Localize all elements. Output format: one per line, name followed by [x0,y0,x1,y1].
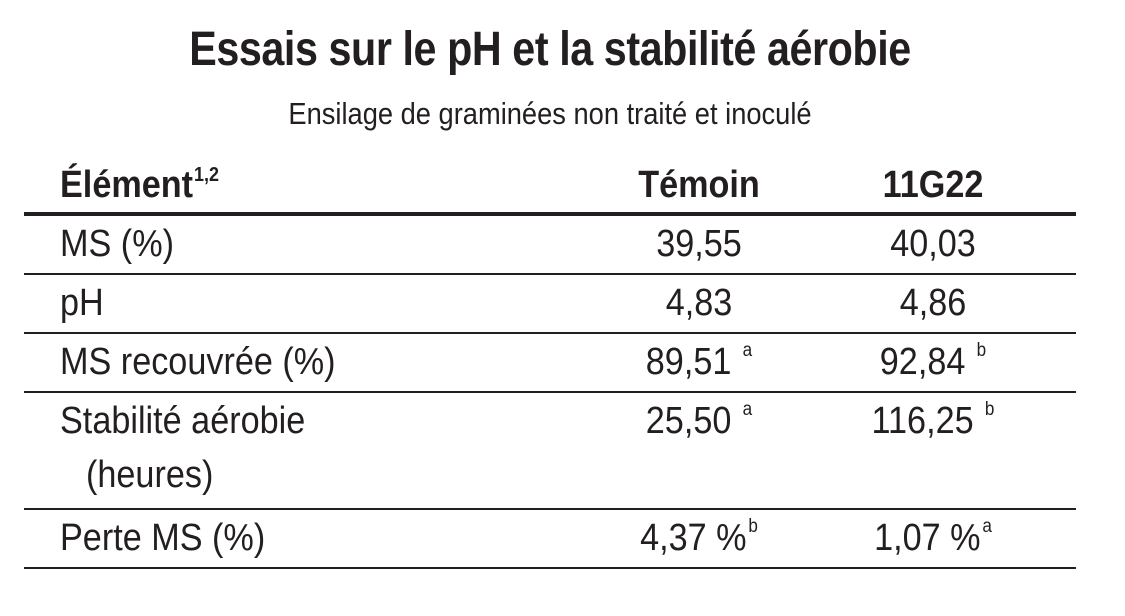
temoin-value-text: 4,37 % [640,517,747,559]
table-row: MS recouvrée (%) 89,51 a 92,84 b [24,334,1076,393]
hybrid-value: 92,84 b [830,334,1037,397]
hybrid-value-text: 92,84 [879,341,966,383]
temoin-value-text: 25,50 [645,400,732,442]
temoin-value-text: 4,83 [665,282,733,324]
hybrid-value-text: 1,07 % [874,517,981,559]
page-title: Essais sur le pH et la stabilité aérobie [189,23,911,76]
hybrid-value: 116,25 b [830,393,1037,456]
hybrid-value-text: 4,86 [899,282,967,324]
temoin-value: 89,51 a [596,334,803,397]
header-element-footnote: 1,2 [193,164,219,186]
table-header-row: Élément1,2 Témoin 11G22 [24,156,1076,216]
row-label: pH [60,282,104,324]
significance-letter: a [742,399,753,420]
significance-letter: b [984,399,995,420]
hybrid-value: 1,07 %a [830,510,1037,573]
temoin-value-text: 89,51 [645,341,732,383]
significance-letter: a [982,516,992,537]
table-row: MS (%) 39,55 40,03 [24,216,1076,275]
row-label: Perte MS (%) [60,517,266,559]
temoin-value: 39,55 [596,216,803,272]
temoin-value: 4,83 [596,275,803,331]
temoin-value-text: 39,55 [656,223,742,265]
header-11g22: 11G22 [882,164,984,206]
temoin-value: 25,50 a [596,393,803,456]
table-row: Perte MS (%) 4,37 %b 1,07 %a [24,510,1076,569]
table-row: pH 4,83 4,86 [24,275,1076,334]
results-table: Élément1,2 Témoin 11G22 MS (%) 39,55 40,… [24,156,1076,569]
page-subtitle: Ensilage de graminées non traité et inoc… [288,96,812,131]
significance-letter: b [976,340,987,361]
row-label: MS recouvrée (%) [60,341,336,383]
significance-letter: b [748,516,758,537]
row-label-continuation: (heures) [86,454,214,496]
hybrid-value-text: 116,25 [871,400,974,442]
row-label: Stabilité aérobie [60,400,306,442]
hybrid-value: 40,03 [830,216,1037,272]
hybrid-value-text: 40,03 [890,223,976,265]
significance-letter: a [742,340,753,361]
table-row: Stabilité aérobie (heures) 25,50 a 116,2… [24,393,1076,510]
row-label: MS (%) [60,223,174,265]
header-element-label: Élément [60,164,194,206]
header-element: Élément1,2 [60,156,219,220]
temoin-value: 4,37 %b [596,510,803,573]
hybrid-value: 4,86 [830,275,1037,331]
header-temoin: Témoin [638,164,760,206]
